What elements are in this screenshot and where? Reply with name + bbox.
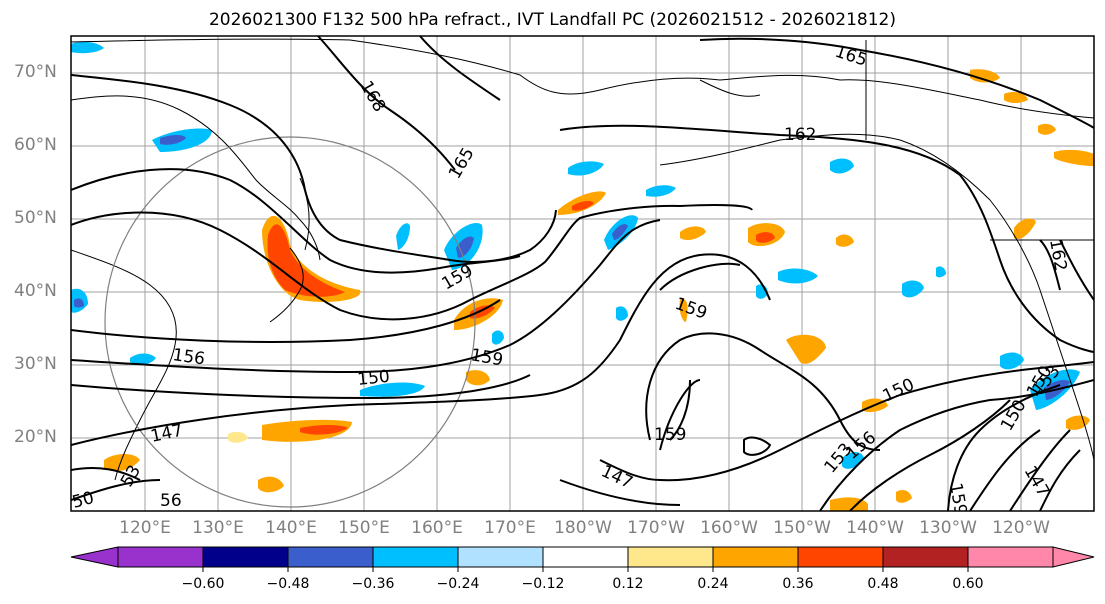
- lon-label: 170°E: [484, 518, 536, 538]
- colorbar-tick-label: 0.48: [867, 576, 899, 592]
- colorbar-segment: [797, 546, 884, 568]
- lon-label: 140°W: [846, 518, 904, 538]
- colorbar-segment: [627, 546, 714, 568]
- lat-label: 50°N: [14, 208, 57, 228]
- contour-label: 159: [945, 481, 970, 516]
- lon-label: 120°W: [992, 518, 1050, 538]
- contour-label: 159: [654, 425, 686, 445]
- contour-label: 150: [356, 367, 390, 390]
- lon-label: 160°E: [411, 518, 463, 538]
- map-title: 2026021300 F132 500 hPa refract., IVT La…: [208, 10, 896, 30]
- colorbar-segment: [117, 546, 204, 568]
- lat-label: 70°N: [14, 62, 57, 82]
- colorbar-tick-label: −0.48: [266, 576, 310, 592]
- lon-label: 120°E: [119, 518, 171, 538]
- contour-label: 162: [784, 125, 816, 145]
- lat-label: 60°N: [14, 135, 57, 155]
- lon-label: 180°W: [554, 518, 612, 538]
- lon-label: 150°W: [773, 518, 831, 538]
- lat-label: 20°N: [14, 427, 57, 447]
- colorbar: [70, 546, 1095, 572]
- colorbar-tick-label: −0.60: [181, 576, 225, 592]
- colorbar-segment: [967, 546, 1054, 568]
- colorbar-extend-high: [1052, 546, 1095, 568]
- lat-label: 40°N: [14, 281, 57, 301]
- colorbar-extend-low: [70, 546, 119, 568]
- colorbar-segment: [712, 546, 799, 568]
- colorbar-tick-label: 0.36: [782, 576, 814, 592]
- colorbar-segment: [542, 546, 629, 568]
- colorbar-segment: [202, 546, 289, 568]
- colorbar-segment: [287, 546, 374, 568]
- colorbar-tick-label: 0.24: [697, 576, 729, 592]
- lon-label: 170°W: [627, 518, 685, 538]
- colorbar-segment: [372, 546, 459, 568]
- colorbar-tick-label: −0.36: [351, 576, 395, 592]
- colorbar-segment: [457, 546, 544, 568]
- colorbar-tick-label: −0.12: [521, 576, 565, 592]
- colorbar-segment: [882, 546, 969, 568]
- lon-label: 130°E: [192, 518, 244, 538]
- range-circle: [104, 136, 476, 508]
- lon-label: 160°W: [700, 518, 758, 538]
- colorbar-tick-label: −0.24: [436, 576, 480, 592]
- contour-label: 156: [171, 345, 206, 369]
- contour-label: 56: [160, 491, 182, 511]
- height-contours: [71, 36, 1094, 511]
- coastlines: [71, 38, 1094, 481]
- contour-label: 50: [70, 488, 96, 513]
- map-frame: [70, 35, 1095, 512]
- colorbar-tick-label: 0.12: [612, 576, 644, 592]
- colorbar-tick-label: 0.60: [952, 576, 984, 592]
- lon-label: 140°E: [265, 518, 317, 538]
- lon-label: 130°W: [919, 518, 977, 538]
- lon-label: 150°E: [338, 518, 390, 538]
- lat-label: 30°N: [14, 354, 57, 374]
